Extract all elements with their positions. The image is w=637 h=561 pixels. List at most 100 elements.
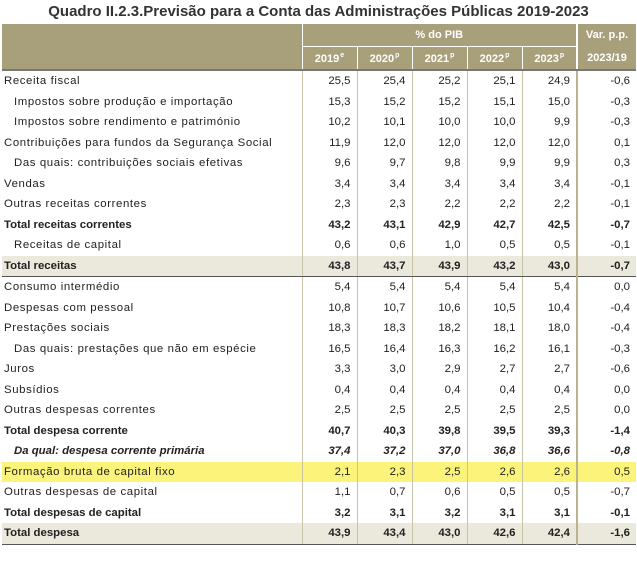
cell-var: -0,7 [576,482,636,503]
table-row: Outras receitas correntes 2,3 2,3 2,2 2,2 2,2… [2,194,636,215]
table-row: Vendas 3,4 3,4 3,4 3,4 3,4 -0,1 [2,173,636,194]
cell-var: -0,7 [576,214,636,235]
table-row: Formação bruta de capital fixo 2,1 2,3 2,5 2… [2,461,636,482]
row-label: Contribuições para fundos da Segurança S… [4,136,273,149]
cell-value: 15,0 [521,91,577,112]
cell-value: 2,7 [521,359,577,380]
table-row: Total receitas 43,8 43,7 43,9 43,2 43,0 -0,7 [2,255,636,277]
cell-value: 37,2 [356,441,412,462]
cell-value: 3,4 [356,173,412,194]
row-label: Impostos sobre rendimento e património [14,116,241,129]
header-year-suffix: p [450,51,455,59]
row-label: Formação bruta de capital fixo [2,461,302,482]
cell-value: 25,1 [466,70,522,92]
table-title: Quadro II.2.3.Previsão para a Conta das … [48,3,589,20]
cell-value: 5,4 [411,276,467,298]
cell-value: 3,1 [356,502,412,523]
header-year-suffix: e [340,51,345,59]
cell-value: 42,5 [521,214,577,235]
cell-value: 0,6 [356,235,412,256]
row-label: Outras despesas correntes [4,404,156,417]
cell-var: -1,4 [576,420,636,441]
header-year-label: 2020 [369,52,395,65]
cell-value: 25,5 [301,70,357,92]
header-year-2020: 2020p [356,46,412,71]
cell-value: 2,5 [411,400,467,421]
cell-value: 43,8 [301,255,357,277]
cell-value: 16,3 [411,338,467,359]
header-year-label: 2021 [424,52,450,65]
cell-value: 40,3 [356,420,412,441]
cell-value: 2,5 [301,400,357,421]
cell-value: 0,7 [356,482,412,503]
cell-value: 37,0 [411,441,467,462]
header-var-period: 2023/19 [576,46,636,71]
header-blank-2 [2,46,302,71]
cell-value: 9,9 [521,112,577,133]
cell-value: 42,4 [521,523,577,545]
fiscal-table: % do PIB Var. p.p. 2019e 2020p 2021p 2022p 2… [2,24,636,545]
table-row: Total receitas correntes 43,2 43,1 42,9 42,7… [2,214,636,235]
row-label: Total despesas de capital [4,506,142,519]
cell-value: 43,0 [411,523,467,545]
cell-value: 43,2 [301,214,357,235]
cell-var: -0,1 [576,235,636,256]
cell-value: 2,1 [301,461,357,482]
cell-value: 2,2 [521,194,577,215]
table-row: Das quais: contribuições sociais efetiva… [2,153,636,174]
cell-value: 36,6 [521,441,577,462]
table-row: Total despesas de capital 3,2 3,1 3,2 3,1 3,1… [2,502,636,523]
table-row: Receita fiscal 25,5 25,4 25,2 25,1 24,9 -0,6 [2,70,636,92]
table-row: Receitas de capital 0,6 0,6 1,0 0,5 0,5 -0,1 [2,235,636,256]
cell-value: 3,3 [301,359,357,380]
cell-value: 3,4 [301,173,357,194]
header-year-suffix: p [505,51,510,59]
cell-value: 2,9 [411,359,467,380]
cell-value: 40,7 [301,420,357,441]
cell-value: 42,9 [411,214,467,235]
cell-var: -0,1 [576,502,636,523]
cell-value: 0,4 [521,379,577,400]
cell-value: 39,3 [521,420,577,441]
cell-value: 1,1 [301,482,357,503]
header-year-label: 2022 [479,52,505,65]
row-label: Prestações sociais [4,322,110,335]
cell-value: 42,7 [466,214,522,235]
cell-value: 2,3 [356,194,412,215]
cell-value: 43,7 [356,255,412,277]
cell-value: 3,1 [466,502,522,523]
row-label: Impostos sobre produção e importação [14,95,234,108]
header-year-2022: 2022p [466,46,522,71]
cell-value: 2,3 [301,194,357,215]
cell-value: 10,4 [521,297,577,318]
cell-value: 18,0 [521,318,577,339]
cell-var: -0,3 [576,338,636,359]
row-label: Total receitas [2,255,302,277]
cell-value: 0,6 [301,235,357,256]
table-row: Contribuições para fundos da Segurança S… [2,132,636,153]
row-label: Juros [4,363,35,376]
cell-value: 43,9 [301,523,357,545]
cell-value: 18,3 [301,318,357,339]
table-row: Despesas com pessoal 10,8 10,7 10,6 10,5 10,4… [2,297,636,318]
cell-value: 10,0 [466,112,522,133]
cell-value: 42,6 [466,523,522,545]
cell-value: 43,0 [521,255,577,277]
row-label: Total receitas correntes [4,218,132,231]
cell-value: 3,2 [301,502,357,523]
table-row: Total despesa 43,9 43,4 43,0 42,6 42,4 -1,6 [2,523,636,545]
cell-var: 0,1 [576,132,636,153]
cell-value: 10,6 [411,297,467,318]
cell-value: 9,9 [466,153,522,174]
cell-value: 10,5 [466,297,522,318]
row-label: Receita fiscal [4,75,81,88]
cell-var: -0,1 [576,173,636,194]
cell-var: 0,3 [576,153,636,174]
cell-value: 16,4 [356,338,412,359]
cell-var: -0,4 [576,318,636,339]
table-row: Outras despesas de capital 1,1 0,7 0,6 0,5 0,… [2,482,636,503]
table-body: Receita fiscal 25,5 25,4 25,2 25,1 24,9 -0,6 Im… [2,70,636,545]
cell-value: 1,0 [411,235,467,256]
cell-value: 10,7 [356,297,412,318]
cell-value: 12,0 [356,132,412,153]
